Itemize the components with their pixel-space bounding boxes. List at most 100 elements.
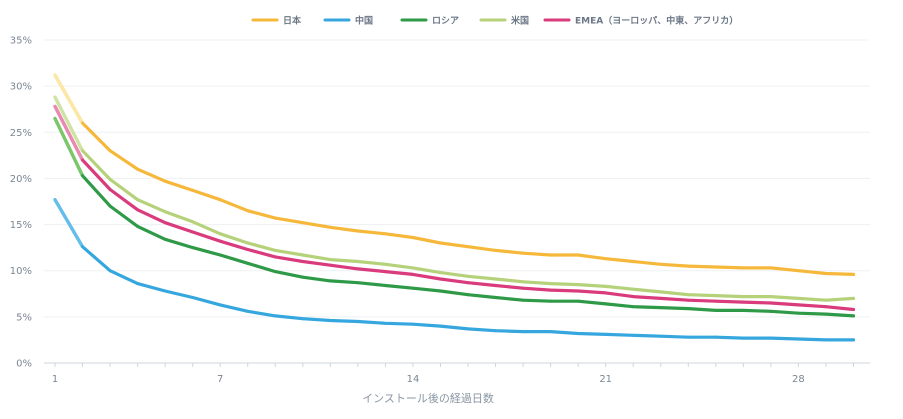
data-point [273, 314, 277, 318]
data-point [769, 266, 773, 270]
data-point [714, 299, 718, 303]
data-point [796, 303, 800, 307]
data-point [218, 303, 222, 307]
data-point [494, 248, 498, 252]
data-point [191, 220, 195, 224]
y-tick-label: 10% [10, 266, 32, 277]
data-point [659, 262, 663, 266]
series-lines [53, 73, 856, 342]
data-point [356, 229, 360, 233]
data-point [411, 266, 415, 270]
data-point [81, 149, 85, 153]
data-point [108, 149, 112, 153]
data-point [356, 259, 360, 263]
data-point [356, 319, 360, 323]
data-point [851, 272, 855, 276]
series-4 [53, 104, 856, 312]
data-point [631, 333, 635, 337]
data-point [824, 338, 828, 342]
data-point [631, 287, 635, 291]
data-point [411, 272, 415, 276]
data-point [521, 330, 525, 334]
data-point [824, 271, 828, 275]
y-tick-label: 0% [16, 359, 32, 370]
series-head-segment [53, 116, 85, 178]
data-point [136, 208, 140, 212]
data-point [328, 319, 332, 323]
data-point [686, 335, 690, 339]
y-tick-label: 5% [16, 312, 32, 323]
data-point [53, 116, 57, 120]
legend-label: 日本 [283, 15, 302, 27]
data-point [604, 302, 608, 306]
legend-item[interactable]: 米国 [479, 15, 529, 27]
data-point [714, 294, 718, 298]
data-point [741, 308, 745, 312]
data-point [81, 121, 85, 125]
data-point [383, 232, 387, 236]
data-point [328, 225, 332, 229]
data-point [218, 253, 222, 257]
series-head-segment [53, 73, 85, 125]
series-3 [53, 95, 856, 302]
data-point [191, 295, 195, 299]
x-tick-label: 1 [52, 374, 58, 385]
data-point [438, 324, 442, 328]
data-point [741, 300, 745, 304]
data-point [549, 299, 553, 303]
data-point [714, 308, 718, 312]
data-point [81, 245, 85, 249]
data-point [301, 221, 305, 225]
data-point [438, 277, 442, 281]
data-point [714, 335, 718, 339]
data-point [328, 258, 332, 262]
legend-label: EMEA（ヨーロッパ、中東、アフリカ） [575, 15, 738, 27]
data-point [466, 245, 470, 249]
data-point [273, 270, 277, 274]
data-point [576, 331, 580, 335]
data-point [824, 305, 828, 309]
data-point [356, 267, 360, 271]
data-point [108, 269, 112, 273]
data-point [824, 298, 828, 302]
series-head-segment [53, 198, 85, 249]
legend-item[interactable]: ロシア [400, 16, 459, 27]
y-tick-label: 30% [10, 82, 32, 93]
data-point [494, 277, 498, 281]
data-point [53, 198, 57, 202]
legend-label: 米国 [510, 15, 529, 27]
data-point [494, 295, 498, 299]
data-point [576, 253, 580, 257]
data-point [246, 309, 250, 313]
data-point [549, 288, 553, 292]
data-point [301, 259, 305, 263]
legend-item[interactable]: 日本 [251, 15, 302, 27]
legend-label: 中国 [355, 15, 373, 27]
legend-item[interactable]: 中国 [323, 15, 373, 27]
data-point [136, 198, 140, 202]
data-point [521, 280, 525, 284]
data-point [383, 270, 387, 274]
data-point [769, 301, 773, 305]
data-point [851, 338, 855, 342]
data-point [824, 312, 828, 316]
data-point [604, 332, 608, 336]
data-point [108, 188, 112, 192]
data-point [81, 158, 85, 162]
data-point [218, 198, 222, 202]
data-point [383, 321, 387, 325]
data-point [769, 309, 773, 313]
data-point [81, 174, 85, 178]
data-point [438, 241, 442, 245]
data-point [769, 295, 773, 299]
data-point [494, 283, 498, 287]
y-axis: 0% 5% 10% 15% 20% 25% 30% 35% [10, 36, 32, 370]
data-point [851, 314, 855, 318]
legend-item[interactable]: EMEA（ヨーロッパ、中東、アフリカ） [543, 15, 738, 27]
data-point [631, 305, 635, 309]
gridlines [44, 39, 870, 364]
data-point [741, 266, 745, 270]
data-point [53, 104, 57, 108]
data-point [411, 322, 415, 326]
